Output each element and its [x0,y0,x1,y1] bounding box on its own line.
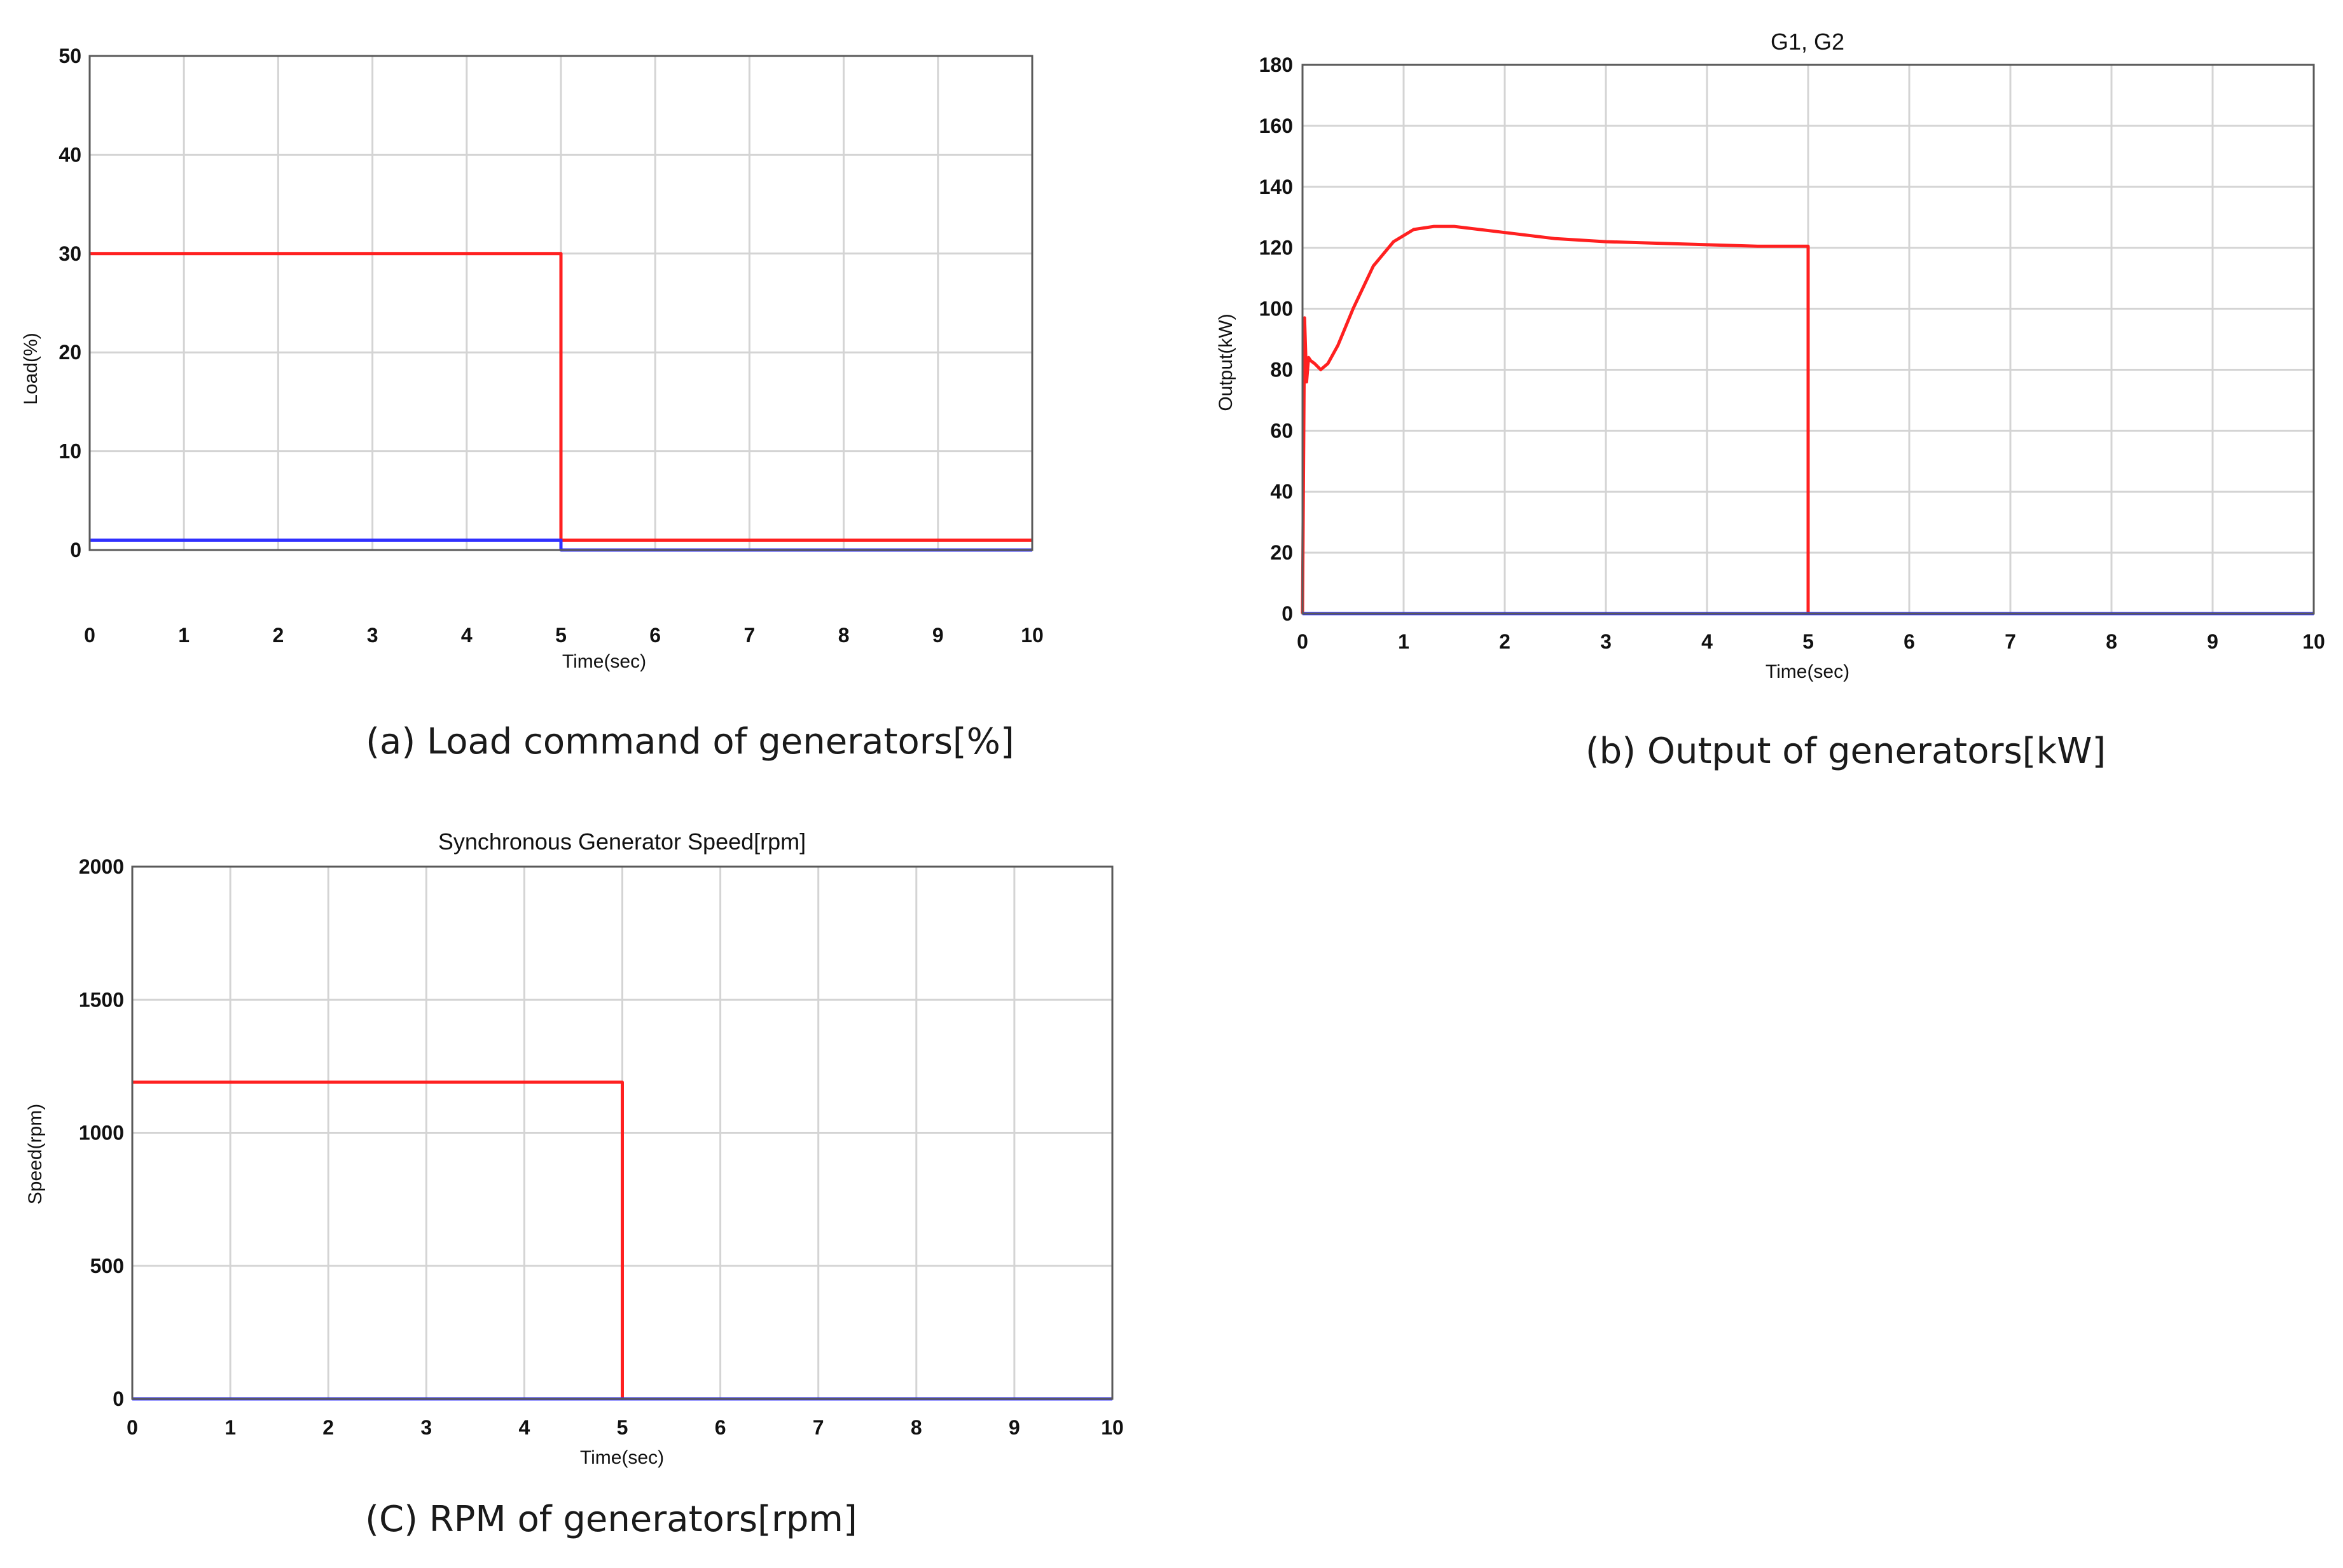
x-tick-label: 0 [84,624,95,647]
series-layer [132,1080,1112,1401]
plot-frame [88,55,1033,551]
y-tick-label: 0 [113,1387,124,1410]
x-tick-label: 4 [461,624,473,647]
y-tick-label: 1000 [79,1122,124,1145]
x-tick-label: 8 [911,1416,922,1439]
chart-title: Synchronous Generator Speed[rpm] [438,829,806,855]
x-tick-label: 3 [1600,630,1612,653]
y-tick-label: 10 [59,440,81,463]
y-tick-label: 1500 [79,988,124,1011]
y-tick-label: 50 [59,45,81,67]
y-tick-label: 60 [1270,419,1293,442]
y-axis-label: Speed(rpm) [25,1104,46,1204]
y-tick-label: 160 [1259,114,1293,137]
y-tick-label: 180 [1259,53,1293,76]
chart-panel-generator-speed: 0 1 2 3 4 5 6 7 8 9 10 0 500 1000 1500 2000 Synchronous… [25,829,1124,1540]
figure-caption: (a) Load command of generators[%] [366,721,1014,762]
x-tick-label: 2 [273,624,284,647]
x-axis-label: Time(sec) [1766,661,1849,682]
figure-caption: (C) RPM of generators[rpm] [365,1499,857,1540]
x-tick-label: 6 [649,624,661,647]
y-tick-label: 80 [1270,358,1293,381]
y-tick-label: 120 [1259,237,1293,259]
x-tick-label: 10 [1021,624,1044,647]
y-tick-label: 40 [1270,480,1293,503]
x-tick-label: 0 [1297,630,1308,653]
y-tick-label: 500 [90,1255,124,1277]
x-tick-label: 6 [715,1416,726,1439]
x-tick-label: 5 [617,1416,628,1439]
x-tick-label: 2 [1499,630,1510,653]
y-tick-label: 140 [1259,175,1293,198]
series-line-red [90,252,1032,542]
series-line-red [132,1080,1112,1401]
x-axis-label: Time(sec) [580,1447,664,1468]
x-tick-label: 4 [519,1416,530,1439]
x-tick-label: 3 [420,1416,432,1439]
x-tick-label: 9 [1009,1416,1020,1439]
plot-frame [131,865,1114,1400]
x-tick-label: 9 [2207,630,2218,653]
x-tick-label: 6 [1904,630,1915,653]
tick-labels: 0 1 2 3 4 5 6 7 8 9 10 0 500 1000 1500 2000 [79,855,1124,1439]
series-layer [1301,224,2314,616]
x-tick-label: 4 [1701,630,1713,653]
series-layer [90,252,1032,552]
x-tick-label: 2 [322,1416,334,1439]
y-tick-label: 2000 [79,855,124,878]
x-tick-label: 7 [744,624,756,647]
x-tick-label: 10 [1101,1416,1124,1439]
x-tick-label: 10 [2302,630,2325,653]
x-axis-label: Time(sec) [562,651,646,672]
x-tick-label: 5 [555,624,567,647]
y-tick-label: 20 [1270,541,1293,564]
x-tick-label: 9 [932,624,944,647]
series-line-red [1301,224,2314,616]
x-tick-label: 1 [225,1416,236,1439]
x-tick-label: 1 [1398,630,1409,653]
plot-frame [1301,64,2315,615]
x-tick-label: 8 [838,624,850,647]
tick-labels: 0 1 2 3 4 5 6 7 8 9 10 0 10 20 30 40 50 [59,45,1043,647]
y-tick-label: 30 [59,242,81,265]
chart-title: G1, G2 [1771,29,1844,55]
x-tick-label: 8 [2106,630,2117,653]
x-tick-label: 3 [367,624,378,647]
chart-panel-load-command: 0 1 2 3 4 5 6 7 8 9 10 0 10 20 30 40 50 Time(sec) Load(%… [20,45,1044,762]
y-tick-label: 20 [59,341,81,364]
x-tick-label: 1 [178,624,190,647]
y-tick-label: 0 [70,539,81,561]
y-tick-label: 40 [59,143,81,166]
y-tick-label: 0 [1282,602,1293,625]
x-tick-label: 7 [2005,630,2016,653]
figure-caption: (b) Output of generators[kW] [1586,731,2106,772]
x-tick-label: 5 [1802,630,1814,653]
x-tick-label: 7 [813,1416,824,1439]
x-tick-label: 0 [127,1416,138,1439]
y-tick-label: 100 [1259,298,1293,320]
y-axis-label: Load(%) [20,333,41,404]
y-axis-label: Output(kW) [1215,313,1236,411]
